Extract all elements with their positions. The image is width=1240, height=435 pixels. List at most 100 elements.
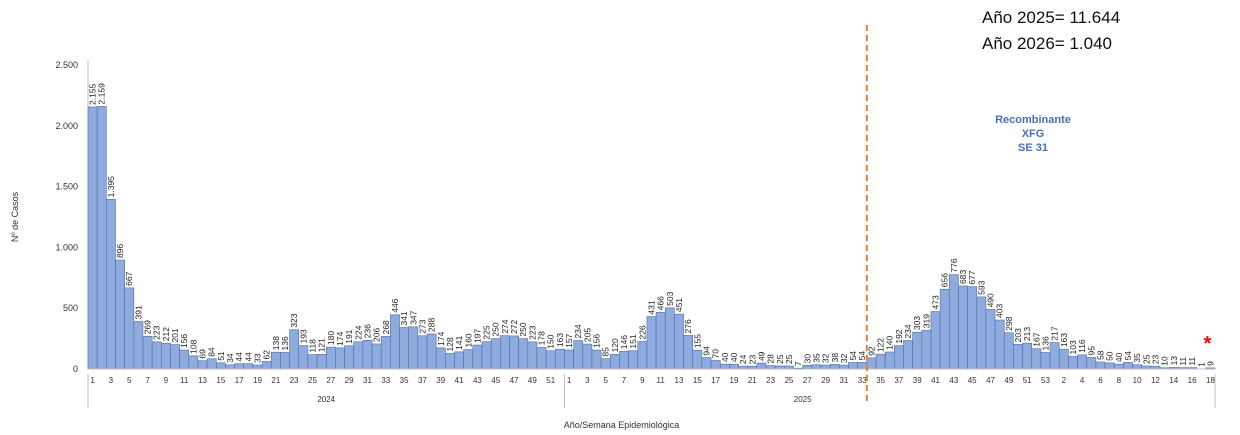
data-label: 103 xyxy=(1068,340,1078,354)
bar-week-30 xyxy=(353,341,364,370)
bar-week-7 xyxy=(142,335,153,370)
bar-week-44 xyxy=(958,285,968,370)
bar-week-27 xyxy=(325,346,336,370)
data-label: 25 xyxy=(775,354,785,364)
data-label: 138 xyxy=(271,336,281,350)
x-tick-label: 5 xyxy=(127,376,132,385)
data-label: 122 xyxy=(876,338,886,352)
data-label: 121 xyxy=(317,338,327,352)
data-label: 2.159 xyxy=(97,83,107,105)
data-label: 7 xyxy=(793,361,803,366)
data-label: 84 xyxy=(207,347,217,357)
data-label: 44 xyxy=(234,352,244,362)
data-label: 250 xyxy=(491,322,501,336)
x-tick-label: 41 xyxy=(455,376,464,385)
bar-week-1 xyxy=(87,106,98,370)
data-label: 157 xyxy=(564,333,574,347)
data-label: 174 xyxy=(335,331,345,345)
data-label: 776 xyxy=(949,258,959,272)
data-label: 250 xyxy=(518,322,528,336)
data-label: 62 xyxy=(262,350,272,360)
bar-week-50 xyxy=(536,347,547,370)
bar-week-31 xyxy=(839,364,849,370)
data-label: 298 xyxy=(1004,316,1014,330)
provisional-data-marker: * xyxy=(1204,333,1212,355)
bar-week-29 xyxy=(344,345,355,370)
data-label: 234 xyxy=(573,324,583,338)
bar-week-2 xyxy=(573,340,584,370)
bar-week-4 xyxy=(1077,354,1088,370)
bar-week-5 xyxy=(600,358,611,370)
x-tick-label: 49 xyxy=(1004,376,1013,385)
data-label: 490 xyxy=(986,293,996,307)
data-label: 51 xyxy=(216,351,226,361)
y-tick-label: 1.000 xyxy=(55,242,78,252)
bar-week-6 xyxy=(1095,361,1106,370)
data-label: 156 xyxy=(592,334,602,348)
x-tick-label: 45 xyxy=(491,376,500,385)
data-label: 656 xyxy=(940,273,950,287)
data-label: 35 xyxy=(811,353,821,363)
data-label: 205 xyxy=(582,328,592,342)
data-label: 236 xyxy=(362,324,372,338)
x-tick-label: 21 xyxy=(271,376,280,385)
data-label: 403 xyxy=(995,304,1005,318)
bar-week-22 xyxy=(280,352,290,370)
data-label: 85 xyxy=(601,347,611,357)
x-tick-label: 39 xyxy=(436,376,445,385)
bar-week-52 xyxy=(554,348,565,370)
bar-week-40 xyxy=(445,353,455,370)
data-label: 174 xyxy=(436,331,446,345)
data-label: 163 xyxy=(1059,333,1069,347)
x-tick-label: 23 xyxy=(290,376,299,385)
bar-week-50 xyxy=(1013,344,1023,370)
data-label: 54 xyxy=(848,351,858,361)
data-label: 35 xyxy=(1132,353,1142,363)
x-tick-label: 27 xyxy=(803,376,812,385)
annotation-variant-name: Recombinante XFG SE 31 xyxy=(985,113,1081,155)
data-label: 70 xyxy=(711,349,721,359)
bar-week-47 xyxy=(509,335,519,370)
bar-week-52 xyxy=(1031,348,1042,370)
data-label: 49 xyxy=(756,351,766,361)
x-tick-label: 11 xyxy=(180,376,189,385)
bar-week-35 xyxy=(399,327,409,370)
x-tick-label: 43 xyxy=(949,376,958,385)
data-label: 40 xyxy=(720,352,730,362)
bar-week-5 xyxy=(124,287,135,370)
y-axis-title: Nº de Casos xyxy=(10,191,20,242)
x-tick-label: 5 xyxy=(603,376,608,385)
bar-week-46 xyxy=(500,335,510,370)
group-label-2025: 2025 xyxy=(794,395,812,404)
data-label: 303 xyxy=(912,316,922,330)
annotation-line-3: SE 31 xyxy=(1018,142,1048,154)
x-tick-label: 35 xyxy=(400,376,409,385)
data-label: 94 xyxy=(701,346,711,356)
data-label: 9 xyxy=(1205,361,1215,366)
data-label: 167 xyxy=(1031,332,1041,346)
data-label: 896 xyxy=(115,244,125,258)
bar-week-37 xyxy=(417,335,428,370)
x-tick-label: 25 xyxy=(308,376,317,385)
bar-week-18 xyxy=(243,363,254,370)
bar-week-25 xyxy=(307,354,318,370)
data-label: 217 xyxy=(1050,326,1060,340)
data-label: 151 xyxy=(628,334,638,348)
bar-week-2 xyxy=(96,106,107,370)
bar-week-16 xyxy=(225,364,235,370)
bar-week-38 xyxy=(903,340,913,370)
data-label: 451 xyxy=(674,298,684,312)
bar-week-26 xyxy=(316,353,327,370)
data-label: 23 xyxy=(1150,354,1160,364)
data-label: 38 xyxy=(830,353,840,363)
x-tick-label: 39 xyxy=(913,376,922,385)
bar-week-33 xyxy=(380,336,391,370)
bar-week-43 xyxy=(472,344,483,370)
data-label: 224 xyxy=(353,325,363,339)
bar-week-36 xyxy=(884,351,895,370)
bar-week-8 xyxy=(628,350,639,370)
data-label: 28 xyxy=(766,354,776,364)
bar-week-7 xyxy=(1104,362,1115,370)
x-tick-label: 31 xyxy=(839,376,848,385)
